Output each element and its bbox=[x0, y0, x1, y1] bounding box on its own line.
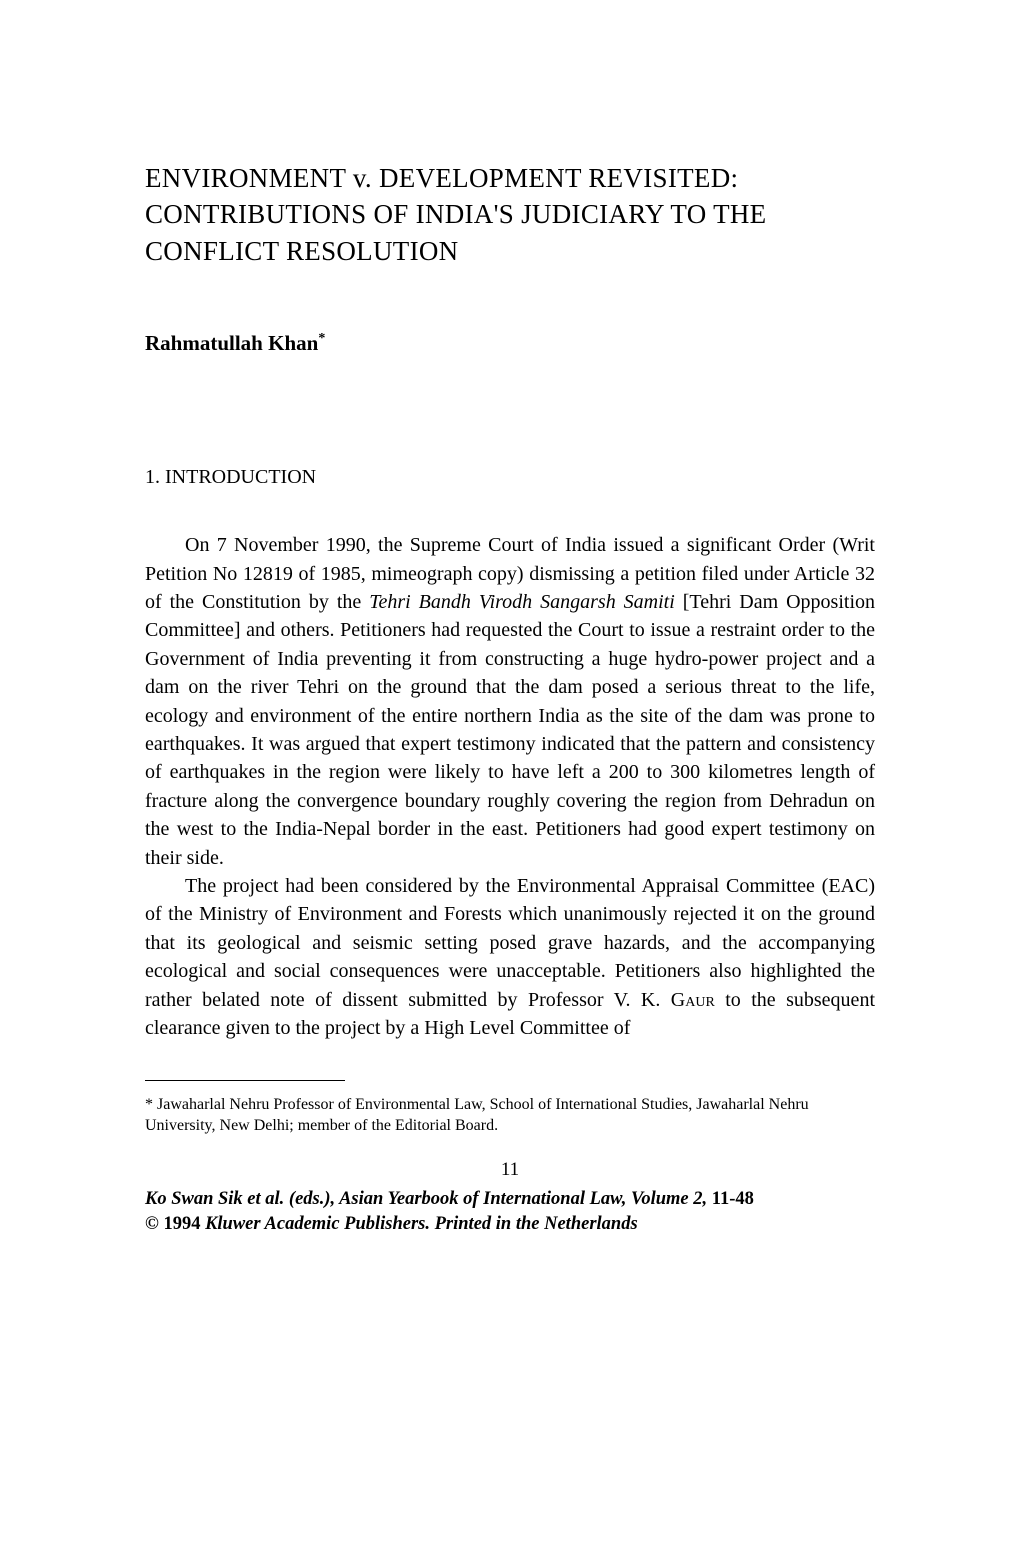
para2-smallcaps: Gaur bbox=[671, 989, 715, 1011]
author-footnote-mark: * bbox=[318, 331, 325, 346]
para1-italic: Tehri Bandh Virodh Sangarsh Samiti bbox=[369, 591, 675, 613]
citation-pages: 11-48 bbox=[712, 1189, 754, 1209]
page-number: 11 bbox=[145, 1159, 875, 1181]
citation-line: Ko Swan Sik et al. (eds.), Asian Yearboo… bbox=[145, 1187, 875, 1212]
footnote: * Jawaharlal Nehru Professor of Environm… bbox=[145, 1095, 875, 1137]
author-line: Rahmatullah Khan* bbox=[145, 331, 875, 356]
copyright-year: 1994 bbox=[163, 1214, 205, 1234]
footnote-separator bbox=[145, 1080, 345, 1081]
footnote-mark: * bbox=[145, 1096, 153, 1113]
section-heading: 1. INTRODUCTION bbox=[145, 466, 875, 489]
citation-editors: Ko Swan Sik et al. (eds.), Asian Yearboo… bbox=[145, 1189, 712, 1209]
para1-text-2: [Tehri Dam Opposition Committee] and oth… bbox=[145, 591, 875, 869]
copyright-line: © 1994 Kluwer Academic Publishers. Print… bbox=[145, 1212, 875, 1237]
copyright-text: Kluwer Academic Publishers. Printed in t… bbox=[205, 1214, 638, 1234]
copyright-symbol: © bbox=[145, 1214, 163, 1234]
paragraph-1: On 7 November 1990, the Supreme Court of… bbox=[145, 531, 875, 872]
article-title: ENVIRONMENT v. DEVELOPMENT REVISITED: CO… bbox=[145, 160, 875, 269]
footnote-text: Jawaharlal Nehru Professor of Environmen… bbox=[145, 1096, 809, 1134]
author-name: Rahmatullah Khan bbox=[145, 331, 318, 355]
paragraph-2: The project had been considered by the E… bbox=[145, 872, 875, 1042]
